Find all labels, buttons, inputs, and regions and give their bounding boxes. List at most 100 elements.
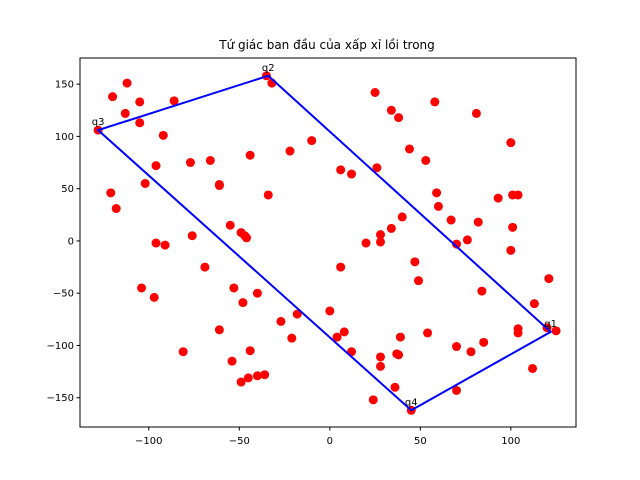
- scatter-point: [158, 130, 168, 140]
- x-tick-label: −100: [135, 436, 162, 447]
- x-tick-label: 50: [414, 436, 427, 447]
- y-tick-label: −100: [47, 341, 74, 352]
- scatter-point: [529, 299, 539, 309]
- scatter-point: [149, 292, 159, 302]
- vertex-label-q1: q1: [544, 319, 557, 330]
- scatter-point: [452, 239, 462, 249]
- scatter-point: [479, 337, 489, 347]
- scatter-point: [394, 350, 404, 360]
- scatter-point: [245, 346, 255, 356]
- scatter-point: [140, 178, 150, 188]
- scatter-point: [151, 161, 161, 171]
- scatter-point: [452, 342, 462, 352]
- scatter-point: [307, 136, 317, 146]
- scatter-point: [506, 138, 516, 148]
- scatter-point: [368, 395, 378, 405]
- scatter-point: [375, 361, 385, 371]
- scatter-point: [395, 332, 405, 342]
- scatter-point: [108, 92, 118, 102]
- scatter-point: [551, 326, 561, 336]
- quadrilateral-outline: [96, 74, 553, 412]
- scatter-point: [430, 97, 440, 107]
- scatter-point: [386, 223, 396, 233]
- scatter-point: [229, 283, 239, 293]
- scatter-point: [473, 217, 483, 227]
- scatter-point: [292, 309, 302, 319]
- axes-frame: [79, 57, 577, 428]
- scatter-point: [185, 158, 195, 168]
- scatter-point: [347, 169, 357, 179]
- scatter-point: [106, 188, 116, 198]
- scatter-point: [214, 181, 224, 191]
- y-tick-label: −50: [53, 289, 74, 300]
- scatter-point: [242, 233, 252, 243]
- scatter-point: [205, 155, 215, 165]
- scatter-point: [336, 165, 346, 175]
- scatter-point: [227, 356, 237, 366]
- scatter-point: [513, 328, 523, 338]
- scatter-point: [375, 352, 385, 362]
- scatter-point: [122, 78, 132, 88]
- scatter-point: [285, 146, 295, 156]
- scatter-point: [375, 230, 385, 240]
- scatter-point: [238, 298, 248, 308]
- scatter-point: [493, 193, 503, 203]
- scatter-point: [477, 286, 487, 296]
- scatter-point: [446, 215, 456, 225]
- scatter-point: [236, 377, 246, 387]
- scatter-point: [513, 190, 523, 200]
- x-tick-label: −50: [229, 436, 250, 447]
- scatter-point: [252, 371, 262, 381]
- scatter-point: [404, 144, 414, 154]
- scatter-point: [187, 231, 197, 241]
- scatter-point: [325, 306, 335, 316]
- vertex-label-q4: q4: [405, 397, 418, 408]
- scatter-point: [252, 288, 262, 298]
- scatter-point: [225, 220, 235, 230]
- scatter-point: [339, 327, 349, 337]
- scatter-point: [178, 347, 188, 357]
- vertex-label-q2: q2: [262, 63, 275, 74]
- scatter-point: [508, 222, 518, 232]
- scatter-point: [421, 155, 431, 165]
- scatter-point: [214, 325, 224, 335]
- scatter-point: [390, 382, 400, 392]
- scatter-point: [432, 188, 442, 198]
- plot-area: q1 q2 q3 q4: [92, 63, 561, 415]
- scatter-point: [245, 150, 255, 160]
- scatter-point: [243, 373, 253, 383]
- scatter-point: [361, 238, 371, 248]
- vertex-label-q3: q3: [92, 117, 105, 128]
- scatter-point: [372, 163, 382, 173]
- x-axis: −100 −50 0 50 100: [135, 427, 520, 447]
- scatter-point: [111, 204, 121, 214]
- scatter-point: [452, 385, 462, 395]
- scatter-point: [370, 87, 380, 97]
- scatter-point: [506, 245, 516, 255]
- y-axis: −150 −100 −50 0 50 100 150: [47, 80, 80, 404]
- scatter-point: [394, 113, 404, 123]
- y-tick-label: 0: [68, 236, 74, 247]
- scatter-point: [375, 237, 385, 247]
- scatter-point: [433, 201, 443, 211]
- scatter-point: [120, 108, 130, 118]
- scatter-point: [332, 332, 342, 342]
- scatter-point: [410, 257, 420, 267]
- x-tick-label: 100: [501, 436, 520, 447]
- scatter-point: [200, 262, 210, 272]
- scatter-point: [137, 283, 147, 293]
- y-tick-label: 50: [61, 184, 74, 195]
- y-tick-label: 100: [55, 132, 74, 143]
- scatter-point: [466, 347, 476, 357]
- scatter-point: [135, 118, 145, 128]
- scatter-point: [386, 105, 396, 115]
- y-tick-label: 150: [55, 80, 74, 91]
- scatter-point: [160, 240, 170, 250]
- scatter-point: [423, 328, 433, 338]
- x-tick-label: 0: [327, 436, 333, 447]
- scatter-point: [462, 235, 472, 245]
- scatter-point: [169, 96, 179, 106]
- scatter-point: [135, 97, 145, 107]
- scatter-point: [336, 262, 346, 272]
